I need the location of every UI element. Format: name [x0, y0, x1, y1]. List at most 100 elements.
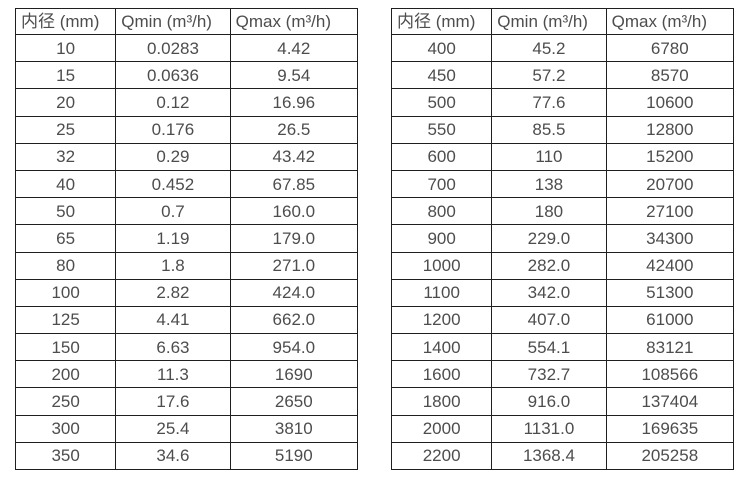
data-cell: 0.0283	[115, 33, 231, 63]
header-cell: Qmin (m³/h)	[491, 8, 607, 35]
data-cell: 179.0	[229, 224, 359, 253]
data-cell: 1600	[390, 360, 493, 389]
data-cell: 400	[390, 33, 493, 63]
table-row: 32 0.29 43.42	[14, 142, 359, 171]
data-cell: 2.82	[115, 278, 231, 307]
data-cell: 5190	[229, 441, 359, 471]
table-row: 550 85.5 12800	[390, 115, 735, 144]
data-cell: 15	[14, 61, 117, 90]
data-cell: 34300	[605, 224, 735, 253]
data-cell: 2650	[229, 387, 359, 416]
data-cell: 554.1	[491, 333, 607, 362]
table-row: 1800 916.0 137404	[390, 387, 735, 416]
data-cell: 80	[14, 251, 117, 280]
data-cell: 110	[491, 142, 607, 171]
data-cell: 550	[390, 115, 493, 144]
table-row: 1000 282.0 42400	[390, 251, 735, 280]
data-cell: 11.3	[115, 360, 231, 389]
data-cell: 450	[390, 61, 493, 90]
table-row: 300 25.4 3810	[14, 414, 359, 443]
table-row: 150 6.63 954.0	[14, 333, 359, 362]
data-cell: 26.5	[229, 115, 359, 144]
table-row: 125 4.41 662.0	[14, 305, 359, 335]
table-row: 50 0.7 160.0	[14, 197, 359, 226]
data-cell: 200	[14, 360, 117, 389]
data-cell: 25	[14, 115, 117, 144]
data-cell: 16.96	[229, 88, 359, 117]
data-cell: 61000	[605, 305, 735, 335]
data-cell: 50	[14, 197, 117, 226]
header-row: 内径 (mm) Qmin (m³/h) Qmax (m³/h)	[390, 8, 735, 35]
data-cell: 85.5	[491, 115, 607, 144]
table-row: 25 0.176 26.5	[14, 115, 359, 144]
data-cell: 662.0	[229, 305, 359, 335]
data-cell: 1800	[390, 387, 493, 416]
data-cell: 20700	[605, 169, 735, 199]
table-row: 100 2.82 424.0	[14, 278, 359, 307]
data-cell: 1131.0	[491, 414, 607, 443]
table-row: 800 180 27100	[390, 197, 735, 226]
table-row: 1400 554.1 83121	[390, 333, 735, 362]
data-cell: 12800	[605, 115, 735, 144]
data-cell: 138	[491, 169, 607, 199]
data-cell: 6.63	[115, 333, 231, 362]
data-cell: 42400	[605, 251, 735, 280]
data-cell: 954.0	[229, 333, 359, 362]
data-cell: 916.0	[491, 387, 607, 416]
data-cell: 229.0	[491, 224, 607, 253]
data-cell: 4.42	[229, 33, 359, 63]
table-row: 600 110 15200	[390, 142, 735, 171]
header-cell: 内径 (mm)	[390, 8, 493, 35]
data-cell: 407.0	[491, 305, 607, 335]
data-cell: 900	[390, 224, 493, 253]
table-row: 2200 1368.4 205258	[390, 441, 735, 471]
data-cell: 2000	[390, 414, 493, 443]
data-cell: 67.85	[229, 169, 359, 199]
table-row: 1200 407.0 61000	[390, 305, 735, 335]
flow-rate-table-small-diameters: 内径 (mm) Qmin (m³/h) Qmax (m³/h) 10 0.0283 4.4…	[14, 8, 359, 471]
data-cell: 10	[14, 33, 117, 63]
data-cell: 350	[14, 441, 117, 471]
data-cell: 700	[390, 169, 493, 199]
table-row: 2000 1131.0 169635	[390, 414, 735, 443]
data-cell: 27100	[605, 197, 735, 226]
table-row: 250 17.6 2650	[14, 387, 359, 416]
data-cell: 180	[491, 197, 607, 226]
data-cell: 15200	[605, 142, 735, 171]
table-row: 900 229.0 34300	[390, 224, 735, 253]
data-cell: 2200	[390, 441, 493, 471]
data-cell: 1000	[390, 251, 493, 280]
data-cell: 205258	[605, 441, 735, 471]
flow-rate-tables-page: 内径 (mm) Qmin (m³/h) Qmax (m³/h) 10 0.0283 4.4…	[14, 8, 735, 471]
data-cell: 0.7	[115, 197, 231, 226]
table-row: 40 0.452 67.85	[14, 169, 359, 199]
data-cell: 40	[14, 169, 117, 199]
header-row: 内径 (mm) Qmin (m³/h) Qmax (m³/h)	[14, 8, 359, 35]
flow-rate-table-large-diameters: 内径 (mm) Qmin (m³/h) Qmax (m³/h) 400 45.2 6780…	[390, 8, 735, 471]
data-cell: 25.4	[115, 414, 231, 443]
data-cell: 732.7	[491, 360, 607, 389]
header-cell: Qmax (m³/h)	[229, 8, 359, 35]
data-cell: 77.6	[491, 88, 607, 117]
data-cell: 0.29	[115, 142, 231, 171]
data-cell: 1400	[390, 333, 493, 362]
data-cell: 108566	[605, 360, 735, 389]
data-cell: 34.6	[115, 441, 231, 471]
table-row: 500 77.6 10600	[390, 88, 735, 117]
data-cell: 8570	[605, 61, 735, 90]
data-cell: 45.2	[491, 33, 607, 63]
data-cell: 600	[390, 142, 493, 171]
data-cell: 1368.4	[491, 441, 607, 471]
data-cell: 17.6	[115, 387, 231, 416]
data-cell: 51300	[605, 278, 735, 307]
data-cell: 0.0636	[115, 61, 231, 90]
table-row: 450 57.2 8570	[390, 61, 735, 90]
data-cell: 800	[390, 197, 493, 226]
data-cell: 342.0	[491, 278, 607, 307]
data-cell: 57.2	[491, 61, 607, 90]
data-cell: 300	[14, 414, 117, 443]
table-row: 400 45.2 6780	[390, 33, 735, 63]
data-cell: 150	[14, 333, 117, 362]
table-row: 10 0.0283 4.42	[14, 33, 359, 63]
table-row: 20 0.12 16.96	[14, 88, 359, 117]
